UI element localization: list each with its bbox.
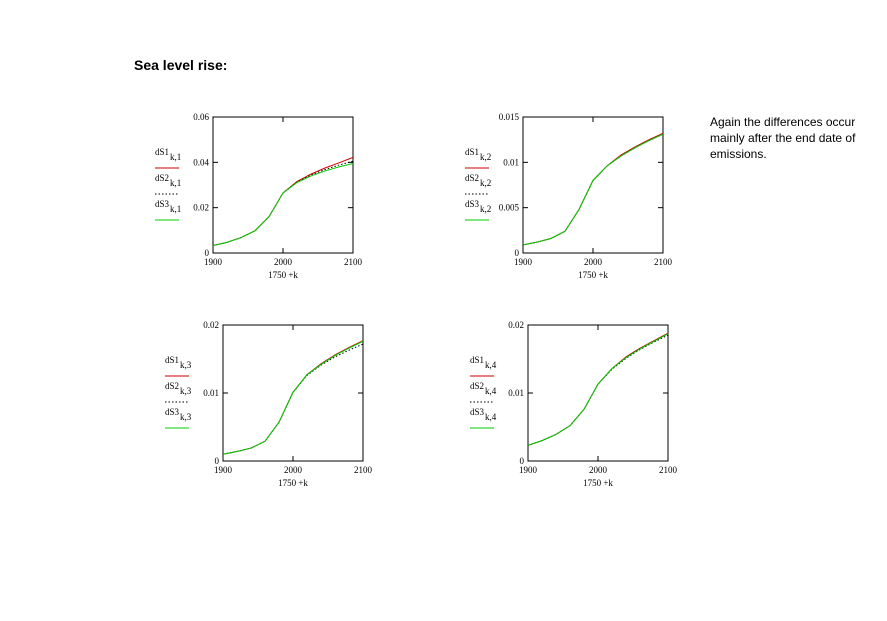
y-tick-label: 0.06 <box>193 112 209 122</box>
legend-name: dS2 <box>165 381 179 391</box>
series-line-dS2 <box>522 133 664 246</box>
legend-name: dS1 <box>470 355 484 365</box>
y-tick-label: 0 <box>205 248 210 258</box>
series-line-dS3 <box>212 162 354 247</box>
y-tick-label: 0.01 <box>203 388 219 398</box>
series-line-dS1 <box>527 332 669 446</box>
legend-name: dS1 <box>155 147 169 157</box>
x-tick-label: 2100 <box>354 465 373 475</box>
y-tick-label: 0 <box>520 456 525 466</box>
x-tick-label: 2100 <box>654 257 673 267</box>
x-axis-label: 1750 +k <box>578 270 608 280</box>
x-tick-label: 2100 <box>344 257 363 267</box>
legend-name: dS3 <box>470 407 485 417</box>
y-tick-label: 0 <box>215 456 220 466</box>
x-tick-label: 1900 <box>514 257 533 267</box>
series-line-dS1 <box>222 340 364 455</box>
y-tick-label: 0.02 <box>508 320 524 330</box>
x-axis-label: 1750 +k <box>268 270 298 280</box>
y-tick-label: 0.01 <box>508 388 524 398</box>
series-line-dS1 <box>522 132 664 246</box>
legend-subscript: k,1 <box>170 204 181 214</box>
series-line-dS3 <box>522 133 664 246</box>
plot-frame <box>212 116 354 254</box>
series-line-dS3 <box>222 340 364 455</box>
legend-name: dS1 <box>465 147 479 157</box>
series-line-dS1 <box>212 156 354 247</box>
x-tick-label: 1900 <box>519 465 538 475</box>
y-tick-label: 0.04 <box>193 157 209 167</box>
legend-subscript: k,4 <box>485 360 497 370</box>
x-tick-label: 2100 <box>659 465 678 475</box>
legend-subscript: k,3 <box>180 360 192 370</box>
x-tick-label: 2000 <box>584 257 603 267</box>
series-line-dS3 <box>527 333 669 446</box>
legend-name: dS2 <box>470 381 484 391</box>
x-axis-label: 1750 +k <box>278 478 308 488</box>
legend-subscript: k,1 <box>170 152 181 162</box>
y-tick-label: 0.005 <box>499 203 520 213</box>
x-tick-label: 1900 <box>214 465 233 475</box>
legend-subscript: k,3 <box>180 386 192 396</box>
note-text: Again the differences occur mainly after… <box>710 115 856 161</box>
legend-subscript: k,2 <box>480 204 491 214</box>
y-tick-label: 0.01 <box>503 157 519 167</box>
plot-frame <box>522 116 664 254</box>
legend-name: dS3 <box>155 199 170 209</box>
legend-subscript: k,3 <box>180 412 192 422</box>
legend-name: dS2 <box>465 173 479 183</box>
legend-subscript: k,2 <box>480 152 491 162</box>
legend-subscript: k,4 <box>485 412 497 422</box>
series-line-dS2 <box>222 343 364 455</box>
y-tick-label: 0.02 <box>203 320 219 330</box>
x-tick-label: 1900 <box>204 257 223 267</box>
legend-name: dS2 <box>155 173 169 183</box>
legend-subscript: k,2 <box>480 178 491 188</box>
x-tick-label: 2000 <box>589 465 608 475</box>
y-tick-label: 0 <box>515 248 520 258</box>
x-tick-label: 2000 <box>274 257 293 267</box>
legend-subscript: k,4 <box>485 386 497 396</box>
y-tick-label: 0.015 <box>499 112 520 122</box>
series-line-dS2 <box>527 334 669 446</box>
x-tick-label: 2000 <box>284 465 303 475</box>
legend-name: dS1 <box>165 355 179 365</box>
y-tick-label: 0.02 <box>193 203 209 213</box>
legend-subscript: k,1 <box>170 178 181 188</box>
legend-name: dS3 <box>165 407 180 417</box>
series-line-dS2 <box>212 160 354 247</box>
page-title: Sea level rise: <box>134 57 228 73</box>
x-axis-label: 1750 +k <box>583 478 613 488</box>
legend-name: dS3 <box>465 199 480 209</box>
